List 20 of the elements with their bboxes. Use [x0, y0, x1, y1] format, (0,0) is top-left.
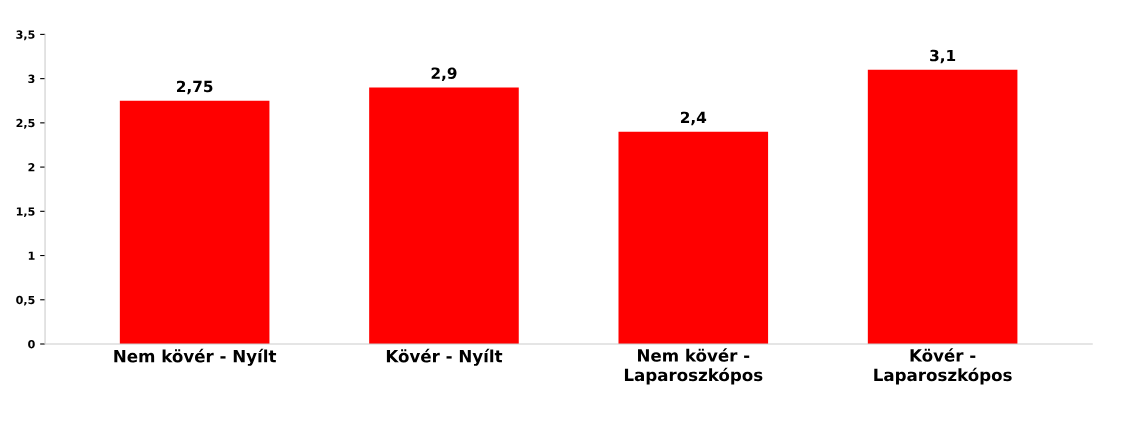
- y-tick-label: 1,5: [16, 207, 35, 218]
- data-label: 2,75: [177, 80, 213, 95]
- y-tick-label: 0,5: [16, 295, 35, 306]
- y-tick-label: 2: [28, 163, 35, 172]
- bar: [369, 87, 519, 344]
- data-label: 2,4: [680, 111, 707, 126]
- y-tick-label: 0: [28, 339, 35, 349]
- data-label: 3,1: [930, 49, 956, 64]
- x-tick-label: Nem kövér - Nyílt: [114, 348, 277, 366]
- data-label: 2,9: [431, 67, 457, 81]
- y-tick-label: 3: [28, 74, 35, 84]
- y-tick-label: 2,5: [16, 118, 35, 129]
- bar: [119, 100, 270, 344]
- y-tick-label: 1: [28, 251, 35, 260]
- bar: [618, 131, 769, 344]
- x-tick-label: Kövér - Nyílt: [386, 348, 503, 366]
- x-tick-label: Nem kövér - Laparoszkópos: [624, 348, 763, 385]
- bar: [867, 69, 1018, 344]
- y-tick-label: 3,5: [16, 30, 35, 41]
- x-tick-label: Kövér - Laparoszkópos: [874, 348, 1012, 385]
